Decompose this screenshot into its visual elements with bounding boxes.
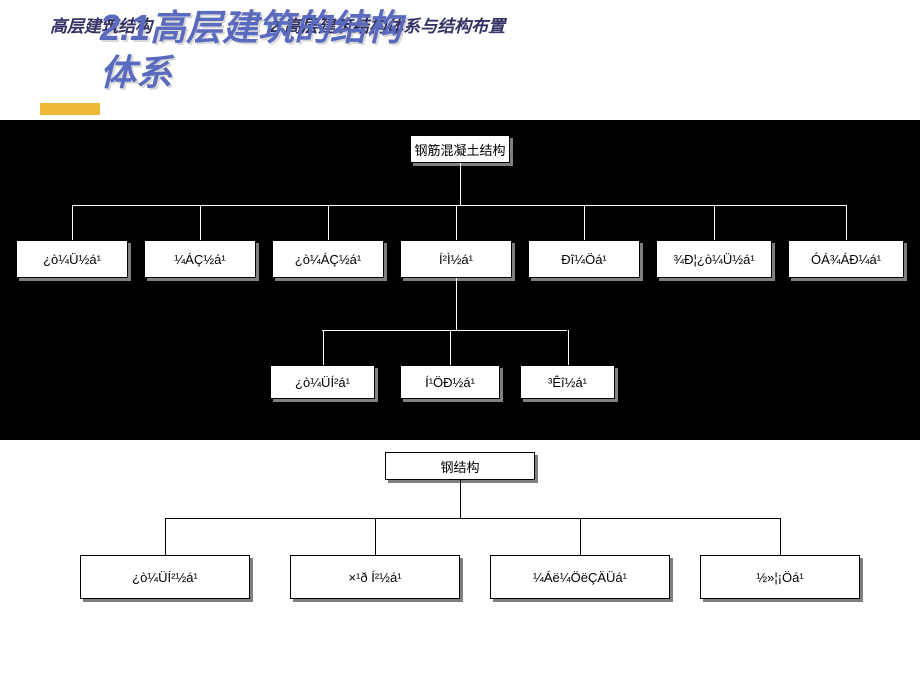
title-line1: 2.1高层建筑的结构 [100, 7, 402, 48]
l2-node-1: Í¹ÖÐ½á¹ [400, 365, 500, 399]
slide-header: 高层建筑结构 2 高层建筑结构体系与结构布置 2.1高层建筑的结构 体系 [0, 0, 920, 123]
connector [456, 205, 457, 240]
root-node: 钢筋混凝土结构 [410, 135, 510, 163]
connector [375, 518, 376, 555]
connector [328, 205, 329, 240]
connector [323, 330, 324, 365]
accent-bar [40, 103, 100, 115]
l1-node-6: ÓÁ¾ÁÐ¼á¹ [788, 240, 904, 278]
connector [200, 205, 201, 240]
connector [456, 278, 457, 330]
title-line2: 体系 [100, 52, 172, 93]
l1-node-0: ¿ò¼ÜÍ²½á¹ [80, 555, 250, 599]
slide-title: 2.1高层建筑的结构 体系 [100, 5, 402, 95]
connector [460, 480, 461, 518]
l1-node-2: ¼Áë¼ÖëÇÄÜá¹ [490, 555, 670, 599]
connector [580, 518, 581, 555]
l1-node-5: ¾Ð¦¿ò¼Ü½á¹ [656, 240, 772, 278]
l1-node-1: ×¹ð Í²½á¹ [290, 555, 460, 599]
l2-node-2: ³Êî½á¹ [520, 365, 615, 399]
org-chart-concrete: 钢筋混凝土结构 ¿ò¼Ü½á¹ ¼ÁÇ½á¹ ¿ò¼ÁÇ½á¹ Í²Ì½á¹ Ðî¼Öá¹… [0, 120, 920, 440]
connector [846, 205, 847, 240]
l2-node-0: ¿ò¼ÜÍ²á¹ [270, 365, 375, 399]
connector [72, 205, 73, 240]
connector [72, 205, 846, 206]
root-node: 钢结构 [385, 452, 535, 480]
connector [780, 518, 781, 555]
connector [322, 330, 567, 331]
connector [568, 330, 569, 365]
l1-node-4: Ðî¼Öá¹ [528, 240, 640, 278]
l1-node-2: ¿ò¼ÁÇ½á¹ [272, 240, 384, 278]
connector [460, 163, 461, 205]
connector [584, 205, 585, 240]
connector [450, 330, 451, 365]
connector [165, 518, 780, 519]
l1-node-3: Í²Ì½á¹ [400, 240, 512, 278]
connector [714, 205, 715, 240]
l1-node-1: ¼ÁÇ½á¹ [144, 240, 256, 278]
connector [165, 518, 166, 555]
org-chart-steel: 钢结构 ¿ò¼ÜÍ²½á¹ ×¹ð Í²½á¹ ¼Áë¼ÖëÇÄÜá¹ ½»¦¡Öá¹ [0, 440, 920, 650]
l1-node-3: ½»¦¡Öá¹ [700, 555, 860, 599]
l1-node-0: ¿ò¼Ü½á¹ [16, 240, 128, 278]
